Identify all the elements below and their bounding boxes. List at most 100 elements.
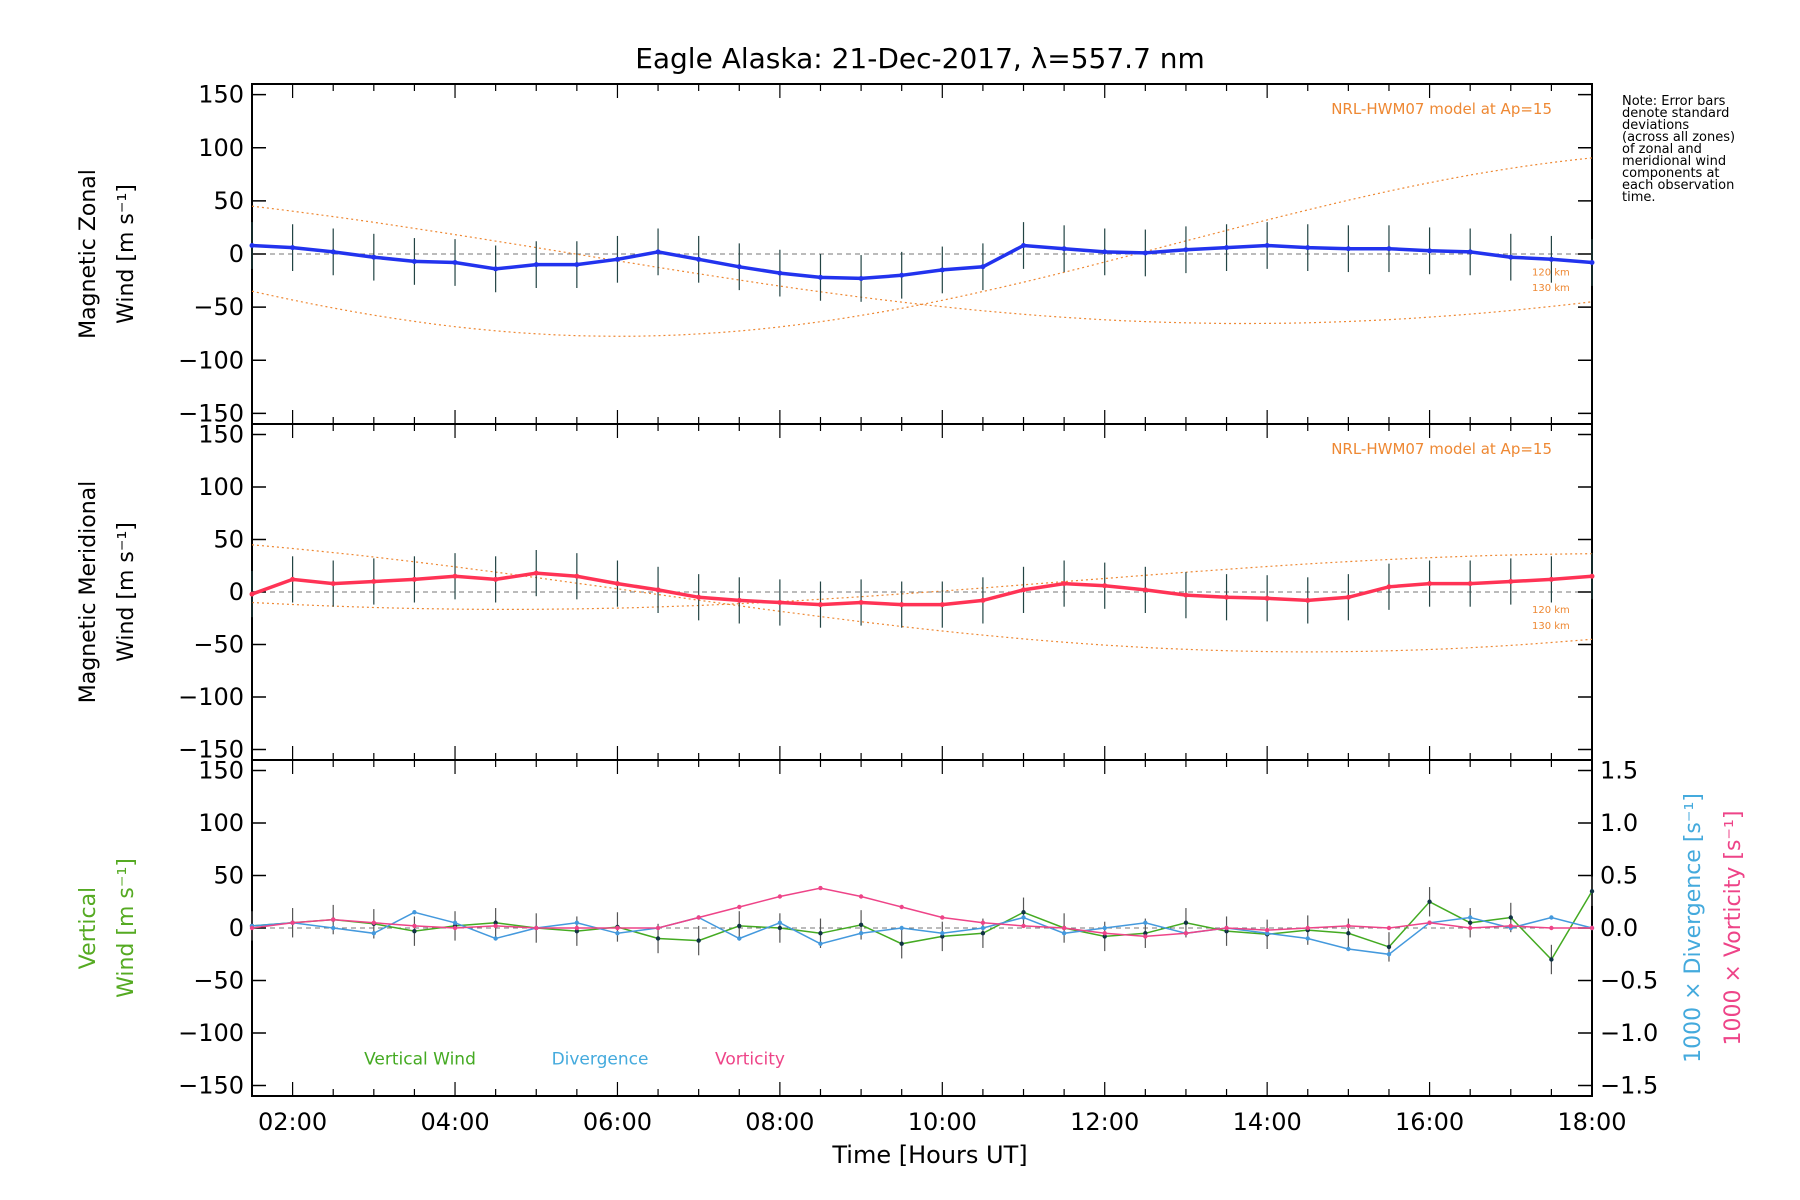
- data-point: [1021, 587, 1027, 593]
- data-point: [1183, 247, 1189, 253]
- note-line: Note: Error bars: [1622, 94, 1726, 109]
- data-point: [371, 920, 377, 925]
- legend-item: Vorticity: [715, 1050, 785, 1070]
- data-point: [1102, 934, 1107, 939]
- y-tick-label: −50: [193, 631, 244, 659]
- data-point: [452, 573, 458, 579]
- data-point: [817, 274, 823, 280]
- data-point: [371, 931, 377, 936]
- x-tick-label: 14:00: [1233, 1108, 1302, 1136]
- y-tick-label: 0: [229, 914, 244, 942]
- data-point: [290, 920, 295, 925]
- data-point: [1021, 243, 1027, 248]
- data-point: [452, 260, 458, 265]
- data-point: [1021, 915, 1026, 920]
- right-y-tick-label: 1.0: [1600, 809, 1638, 837]
- data-point: [980, 597, 986, 603]
- y-axis-label: Wind [m s⁻¹]: [114, 184, 139, 324]
- y-tick-label: −50: [193, 967, 244, 995]
- y-tick-label: 150: [198, 421, 244, 449]
- x-tick-label: 04:00: [420, 1108, 489, 1136]
- data-point: [1183, 931, 1189, 936]
- data-point: [1346, 946, 1351, 952]
- series-line-vorticity: [251, 887, 1592, 938]
- data-point: [1467, 920, 1473, 925]
- data-point: [574, 262, 580, 268]
- data-point: [939, 267, 945, 273]
- y-tick-label: −100: [178, 1019, 244, 1047]
- data-point: [980, 920, 986, 925]
- data-point: [940, 934, 945, 939]
- data-point: [655, 587, 661, 593]
- model-altitude-label: 130 km: [1532, 621, 1570, 632]
- data-point: [980, 931, 986, 936]
- data-point: [858, 275, 864, 281]
- data-point: [1346, 931, 1351, 936]
- note-line: denote standard: [1622, 106, 1730, 121]
- data-point: [493, 920, 498, 925]
- y-tick-label: 100: [198, 134, 244, 162]
- series-line-divergence: [251, 911, 1593, 956]
- data-point: [1548, 576, 1554, 582]
- x-tick-label: 10:00: [908, 1108, 977, 1136]
- data-point: [1508, 579, 1514, 584]
- data-point: [655, 936, 661, 941]
- y-tick-label: 0: [229, 578, 244, 606]
- panel-zonal: 150 100 50 0 −50 −100 −150 Magnetic Zonal Wind […: [76, 81, 1595, 427]
- data-point: [737, 923, 742, 929]
- data-point: [1508, 923, 1513, 929]
- y-axis-label: Vertical: [76, 887, 101, 969]
- data-point: [1061, 925, 1067, 931]
- data-point: [696, 915, 701, 920]
- data-point: [574, 925, 580, 931]
- data-point: [411, 258, 417, 264]
- right-axis-label-divergence: 1000 × Divergence [s⁻¹]: [1681, 793, 1706, 1063]
- panel-vertical: 150 100 50 0 −50 −100 −150 Vertical Wind [m s⁻¹]…: [76, 757, 1746, 1100]
- data-point: [1508, 254, 1514, 260]
- data-point: [655, 925, 661, 931]
- data-point: [249, 243, 255, 248]
- data-point: [574, 928, 580, 934]
- y-tick-label: −100: [178, 346, 244, 374]
- note-line: of zonal and: [1622, 142, 1702, 157]
- data-point: [858, 922, 864, 928]
- data-point: [899, 904, 904, 910]
- data-point: [615, 925, 620, 931]
- data-point: [1102, 249, 1108, 255]
- data-point: [1508, 915, 1513, 920]
- data-point: [574, 920, 580, 925]
- data-point: [249, 925, 255, 931]
- model-altitude-label: 130 km: [1532, 283, 1570, 294]
- legend-item: Divergence: [552, 1050, 649, 1070]
- data-point: [331, 917, 336, 922]
- data-point: [1224, 594, 1230, 600]
- right-y-tick-label: 0.0: [1600, 914, 1638, 942]
- data-point: [1061, 246, 1067, 252]
- data-point: [1142, 587, 1148, 593]
- data-point: [1345, 594, 1351, 600]
- series-line-vertical-wind: [251, 890, 1593, 961]
- data-point: [655, 249, 661, 255]
- data-point: [818, 941, 823, 946]
- data-point: [1264, 595, 1270, 601]
- data-point: [1224, 925, 1229, 931]
- x-tick-label: 06:00: [583, 1108, 652, 1136]
- data-point: [737, 936, 742, 941]
- data-point: [737, 904, 742, 910]
- y-axis-label: Wind [m s⁻¹]: [114, 858, 139, 998]
- x-tick-label: 02:00: [258, 1108, 327, 1136]
- y-tick-label: 150: [198, 757, 244, 785]
- x-tick-label: 08:00: [745, 1108, 814, 1136]
- data-point: [1386, 944, 1392, 950]
- data-point: [899, 941, 904, 946]
- model-curve: [251, 205, 1593, 325]
- data-point: [452, 925, 458, 931]
- right-axis-label-vorticity: 1000 × Vorticity [s⁻¹]: [1721, 811, 1746, 1046]
- data-point: [1467, 915, 1473, 920]
- data-point: [1427, 899, 1432, 904]
- data-point: [1224, 928, 1229, 934]
- data-point: [1264, 931, 1270, 936]
- y-axis-label: Magnetic Meridional: [76, 481, 101, 703]
- note-line: (across all zones): [1622, 130, 1736, 145]
- data-point: [614, 581, 620, 587]
